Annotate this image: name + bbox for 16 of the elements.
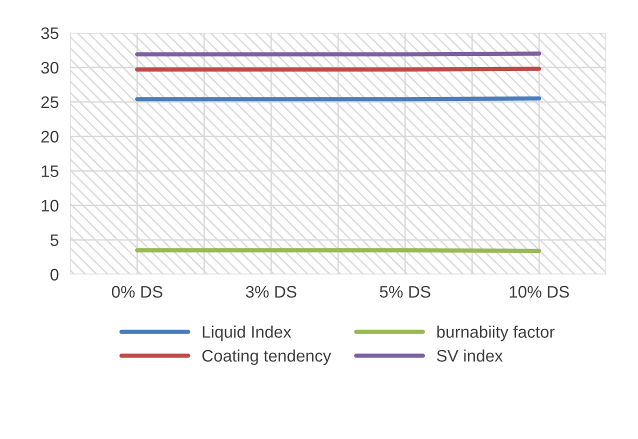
legend-label: Coating tendency	[202, 349, 332, 365]
y-tick-label: 15	[42, 165, 58, 178]
y-tick-label: 10	[42, 200, 58, 212]
legend-label: burnabiity factor	[437, 326, 555, 342]
y-tick-label: 30	[41, 62, 58, 74]
x-tick-label: 3% DS	[246, 286, 296, 298]
y-tick-label: 35	[41, 27, 58, 40]
x-tick-label: 0% DS	[112, 286, 162, 298]
y-tick-label: 0	[50, 268, 58, 281]
y-tick-label: 20	[41, 130, 58, 143]
y-tick-label: 25	[41, 96, 58, 108]
x-tick-label: 5% DS	[380, 286, 430, 298]
legend-label: SV index	[436, 349, 503, 362]
y-tick-label: 5	[50, 234, 58, 246]
legend-label: Liquid Index	[202, 326, 292, 342]
x-tick-label: 10% DS	[510, 286, 569, 298]
